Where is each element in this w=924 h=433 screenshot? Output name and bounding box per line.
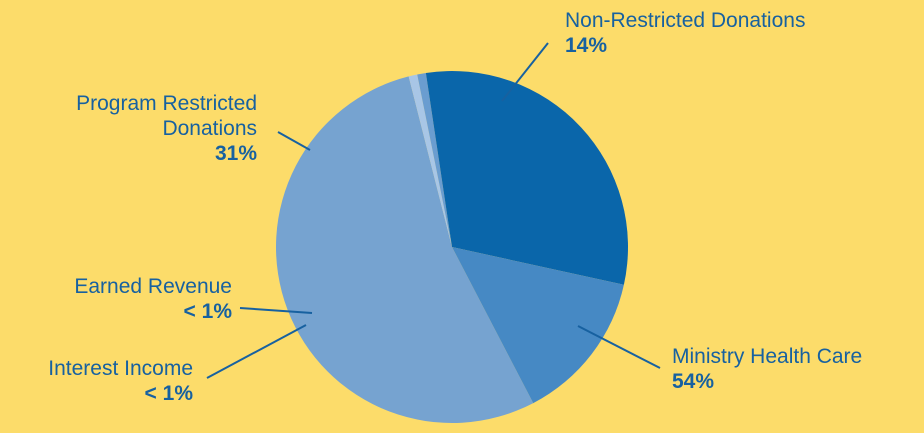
pie-slices <box>275 71 628 423</box>
leader-line-ministry-health-care <box>577 325 661 369</box>
label-program-restricted-pct: 31% <box>214 142 257 165</box>
label-interest-income-pct: < 1% <box>144 382 193 405</box>
label-program-restricted-donations: Program Restricted Donations 31% <box>76 91 257 166</box>
label-earned-revenue-name: Earned Revenue <box>74 275 232 298</box>
label-program-restricted-name-line1: Program Restricted <box>76 92 257 115</box>
label-earned-revenue-pct: < 1% <box>183 300 232 323</box>
pie-slice-earned-revenue <box>417 72 452 247</box>
label-non-restricted-donations-pct: 14% <box>565 34 608 57</box>
leader-lines <box>206 42 661 379</box>
leader-line-non-restricted <box>501 42 549 102</box>
label-ministry-health-care-name: Ministry Health Care <box>672 345 863 368</box>
label-non-restricted-donations-name: Non-Restricted Donations <box>565 9 806 32</box>
pie-slice-ministry-health-care <box>275 76 534 423</box>
pie-slice-program-restricted-donations <box>425 71 628 285</box>
label-interest-income: Interest Income < 1% <box>48 356 193 406</box>
label-program-restricted-name-line2: Donations <box>162 117 257 140</box>
leader-line-interest-income <box>206 324 307 379</box>
leader-line-earned-revenue <box>239 307 313 314</box>
label-ministry-health-care-pct: 54% <box>672 370 715 393</box>
pie-slice-non-restricted-donations <box>452 247 624 404</box>
label-interest-income-name: Interest Income <box>48 357 193 380</box>
label-ministry-health-care: Ministry Health Care 54% <box>672 344 862 394</box>
leader-line-program-restricted <box>277 131 311 151</box>
pie-slice-interest-income <box>408 74 452 247</box>
label-non-restricted-donations: Non-Restricted Donations 14% <box>565 8 805 58</box>
label-earned-revenue: Earned Revenue < 1% <box>74 274 232 324</box>
